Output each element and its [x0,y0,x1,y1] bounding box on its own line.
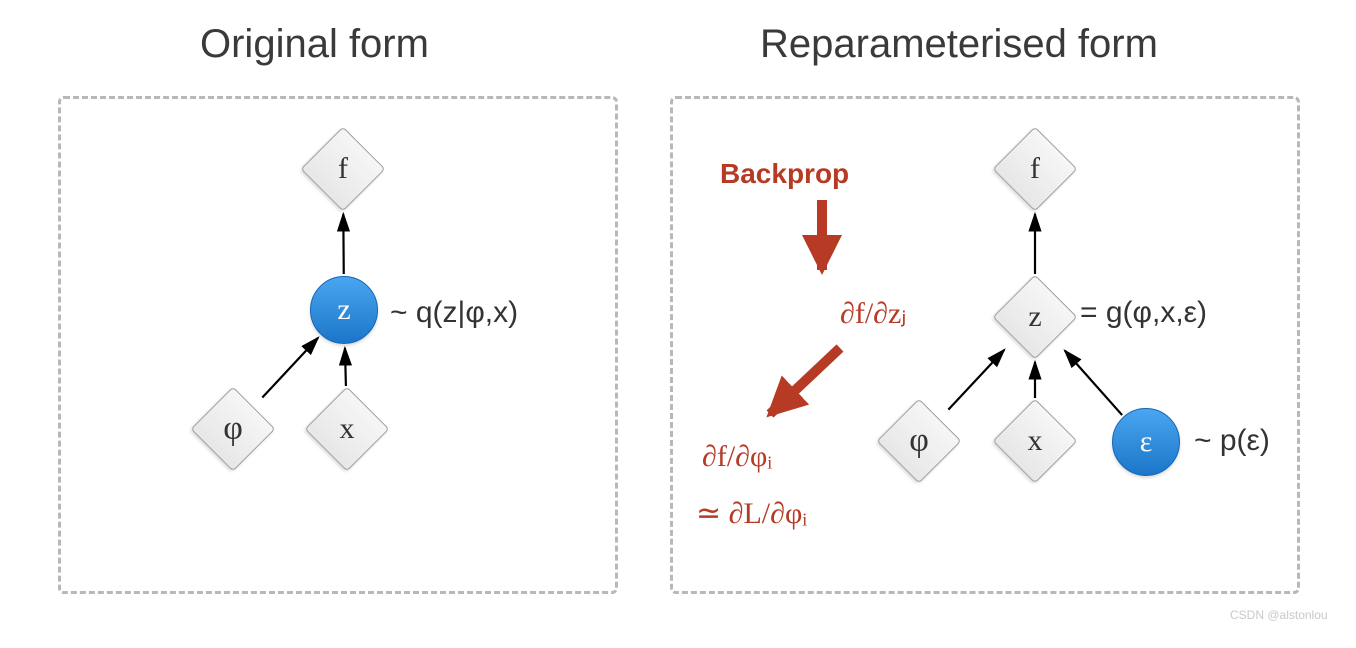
right-node-phi: φ [878,400,960,482]
backprop-label: Backprop [720,158,849,190]
backprop-grad2-line1: ∂f/∂φᵢ [702,440,772,474]
right-node-eps-label: ε [1140,425,1153,459]
right-title: Reparameterised form [760,22,1158,67]
right-z-annotation: = g(φ,x,ε) [1080,296,1207,330]
right-node-x: x [994,400,1076,482]
left-z-annotation: ~ q(z|φ,x) [390,296,518,330]
right-node-x-label: x [1028,424,1043,458]
backprop-grad1: ∂f/∂zⱼ [840,296,907,331]
left-node-x-label: x [340,412,355,446]
right-eps-annotation: ~ p(ε) [1194,424,1270,458]
left-node-phi-label: φ [223,410,243,448]
right-node-z-label: z [1028,300,1041,334]
left-title: Original form [200,22,429,67]
watermark: CSDN @alstonlou [1230,608,1328,622]
left-node-phi: φ [192,388,274,470]
left-node-z: z [310,276,378,344]
backprop-grad2-line2: ≃ ∂L/∂φᵢ [696,496,807,531]
left-node-z-label: z [337,293,350,327]
right-node-eps: ε [1112,408,1180,476]
right-node-f: f [994,128,1076,210]
right-node-f-label: f [1030,152,1040,186]
right-node-z: z [994,276,1076,358]
left-node-x: x [306,388,388,470]
right-node-phi-label: φ [909,422,929,460]
left-node-f-label: f [338,152,348,186]
left-node-f: f [302,128,384,210]
